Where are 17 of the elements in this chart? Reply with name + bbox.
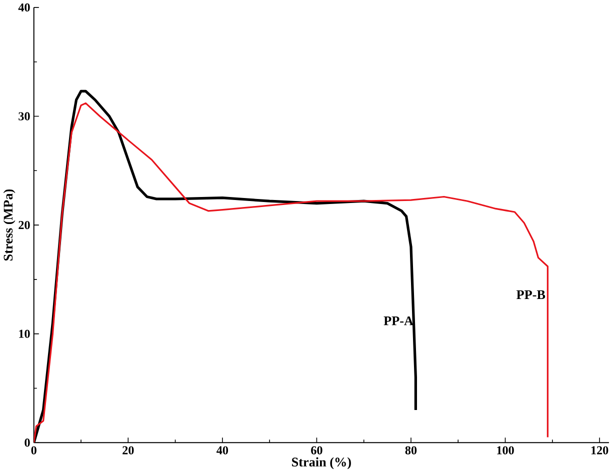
x-axis-title: Strain (%) — [292, 457, 351, 470]
x-tick-label: 0 — [31, 446, 36, 455]
x-tick-label: 40 — [216, 446, 228, 455]
line-series — [34, 102, 548, 443]
y-tick-label: 0 — [24, 438, 30, 447]
y-tick-label: 20 — [18, 221, 30, 230]
x-tick-label: 20 — [122, 446, 134, 455]
series-label: PP-A — [384, 316, 414, 326]
x-tick-label: 80 — [405, 446, 417, 455]
x-tick-label: 60 — [311, 446, 322, 455]
y-tick-label: 30 — [18, 112, 30, 121]
series-label: PP-B — [516, 290, 546, 300]
y-tick-label: 40 — [18, 4, 30, 12]
y-axis-title: Stress (MPa) — [3, 190, 16, 261]
y-tick-label: 10 — [19, 330, 30, 338]
x-tick-label: 120 — [591, 446, 608, 455]
x-tick-label: 100 — [497, 446, 514, 455]
